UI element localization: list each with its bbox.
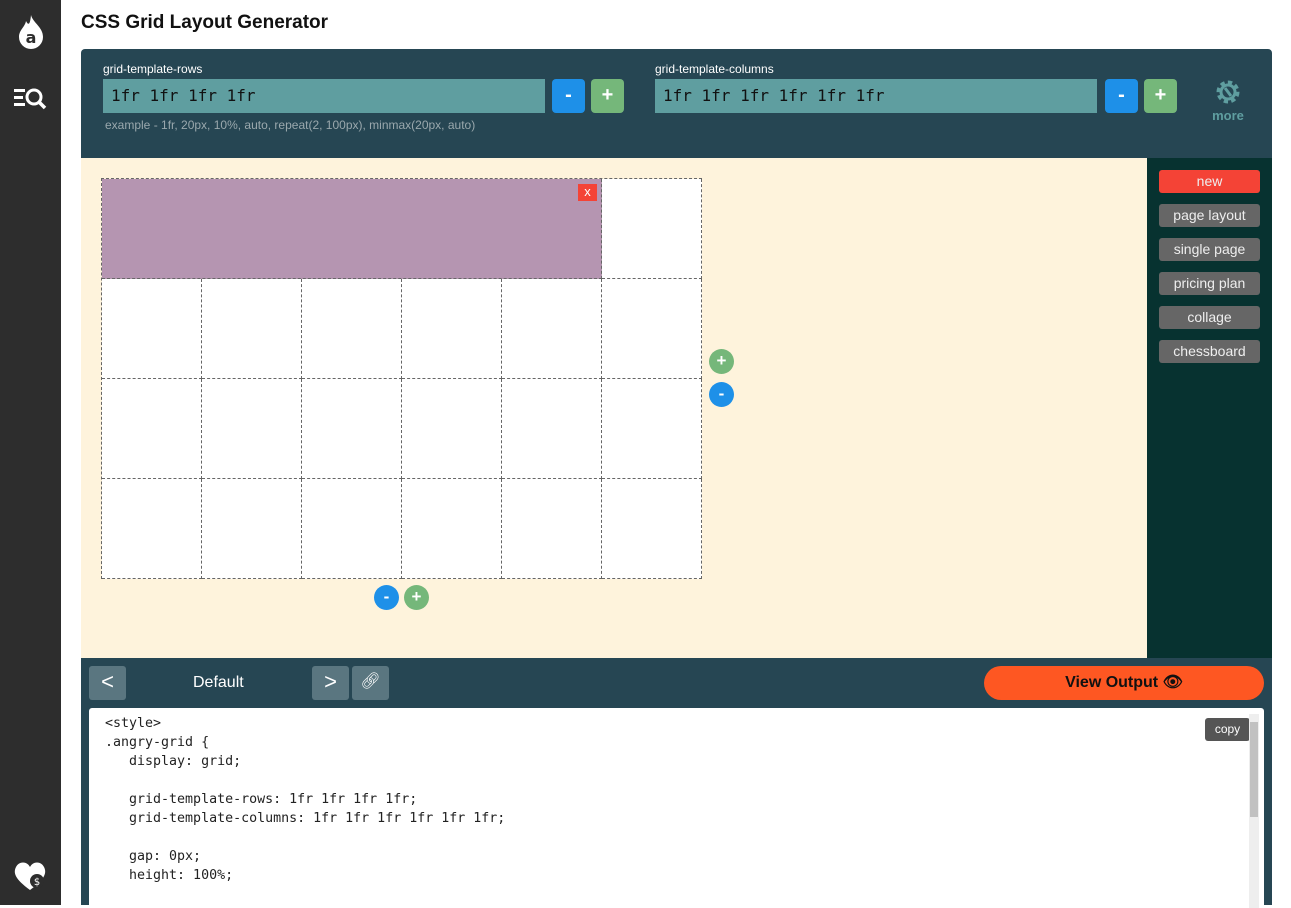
grid-cell[interactable]: [502, 379, 602, 479]
grid-cell[interactable]: [602, 279, 702, 379]
search-menu-icon[interactable]: [0, 86, 61, 115]
template-single-page[interactable]: single page: [1159, 238, 1260, 261]
share-link-button[interactable]: 🔗︎: [352, 666, 389, 700]
copy-button[interactable]: copy: [1205, 718, 1250, 741]
logo-icon[interactable]: a: [0, 14, 61, 55]
rows-input[interactable]: 1fr 1fr 1fr 1fr: [103, 79, 545, 113]
grid-cell[interactable]: [502, 479, 602, 579]
code-output[interactable]: <style> .angry-grid { display: grid; gri…: [89, 708, 1264, 908]
more-button[interactable]: more: [1209, 79, 1247, 123]
grid-item[interactable]: x: [102, 179, 602, 279]
view-output-label: View Output: [1065, 674, 1159, 691]
template-pricing-plan[interactable]: pricing plan: [1159, 272, 1260, 295]
grid-cell[interactable]: [602, 179, 702, 279]
columns-minus-button[interactable]: -: [1105, 79, 1138, 113]
template-page-layout[interactable]: page layout: [1159, 204, 1260, 227]
grid-cell[interactable]: [202, 379, 302, 479]
grid-cell[interactable]: [602, 379, 702, 479]
eye-icon: 👁︎: [1162, 674, 1183, 691]
columns-input[interactable]: 1fr 1fr 1fr 1fr 1fr 1fr: [655, 79, 1097, 113]
template-new[interactable]: new: [1159, 170, 1260, 193]
grid-cell[interactable]: [302, 279, 402, 379]
grid-cell[interactable]: [102, 379, 202, 479]
rows-minus-button[interactable]: -: [552, 79, 585, 113]
remove-item-button[interactable]: x: [578, 184, 597, 201]
add-row-button[interactable]: +: [709, 349, 734, 374]
svg-text:a: a: [25, 28, 36, 47]
sidebar: a $: [0, 0, 61, 905]
remove-row-button[interactable]: -: [709, 382, 734, 407]
columns-label: grid-template-columns: [655, 62, 774, 76]
grid-workspace: x + - - +: [81, 158, 1147, 658]
grid-cell[interactable]: [302, 379, 402, 479]
next-layout-button[interactable]: >: [312, 666, 349, 700]
add-column-button[interactable]: +: [404, 585, 429, 610]
grid-cell[interactable]: [502, 279, 602, 379]
grid-cell[interactable]: [302, 479, 402, 579]
more-label: more: [1212, 108, 1244, 123]
grid-cell[interactable]: [402, 479, 502, 579]
grid-cell[interactable]: [202, 479, 302, 579]
donate-heart-icon[interactable]: $: [0, 860, 61, 897]
grid-cell[interactable]: [102, 279, 202, 379]
output-panel: < Default > 🔗︎ View Output 👁︎ <style> .a…: [81, 658, 1272, 908]
prev-layout-button[interactable]: <: [89, 666, 126, 700]
view-output-button[interactable]: View Output 👁︎: [984, 666, 1264, 700]
svg-text:$: $: [33, 877, 39, 888]
page-title: CSS Grid Layout Generator: [81, 12, 329, 33]
rows-label: grid-template-rows: [103, 62, 203, 76]
grid-canvas[interactable]: x: [101, 178, 702, 579]
grid-cell[interactable]: [602, 479, 702, 579]
layout-name: Default: [193, 674, 244, 691]
link-icon: 🔗︎: [360, 673, 381, 690]
scrollbar[interactable]: [1249, 714, 1259, 908]
template-chessboard[interactable]: chessboard: [1159, 340, 1260, 363]
controls-panel: grid-template-rows 1fr 1fr 1fr 1fr - + e…: [81, 49, 1272, 158]
rows-plus-button[interactable]: +: [591, 79, 624, 113]
template-collage[interactable]: collage: [1159, 306, 1260, 329]
grid-cell[interactable]: [402, 279, 502, 379]
grid-cell[interactable]: [402, 379, 502, 479]
example-hint: example - 1fr, 20px, 10%, auto, repeat(2…: [105, 118, 476, 132]
grid-cell[interactable]: [102, 479, 202, 579]
grid-cell[interactable]: [202, 279, 302, 379]
remove-column-button[interactable]: -: [374, 585, 399, 610]
columns-plus-button[interactable]: +: [1144, 79, 1177, 113]
templates-panel: new page layout single page pricing plan…: [1147, 158, 1272, 658]
gear-icon: [1216, 80, 1240, 104]
code-text: <style> .angry-grid { display: grid; gri…: [105, 716, 506, 883]
